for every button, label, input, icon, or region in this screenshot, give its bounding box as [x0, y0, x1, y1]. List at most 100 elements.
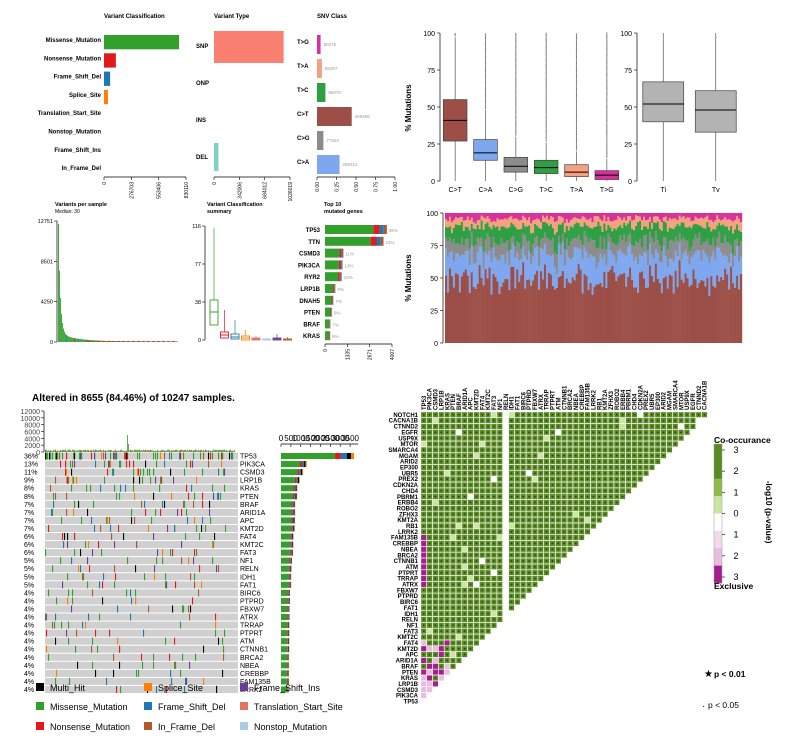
- stack-seg: [704, 228, 706, 242]
- oncoplot-cell: [170, 549, 171, 556]
- oncoplot-cell: [199, 533, 200, 540]
- interaction-star: [540, 420, 542, 422]
- vps-bar: [146, 341, 147, 342]
- oncoplot-gene-2: CSMD3: [240, 470, 265, 477]
- interaction-star: [511, 595, 513, 597]
- oncoplot-count-fsdel-23: [288, 638, 289, 644]
- interaction-star: [534, 443, 536, 445]
- stack-seg: [449, 238, 451, 253]
- stack-seg: [639, 254, 641, 272]
- interaction-star: [575, 502, 577, 504]
- stack-seg: [540, 239, 542, 248]
- oncoplot-cell: [144, 573, 145, 580]
- snvbox-outlier-1: [485, 104, 486, 105]
- snvbox-outlier-2: [515, 88, 516, 89]
- stack-seg: [495, 277, 497, 343]
- snvbox-outlier-3: [546, 93, 547, 94]
- stack-seg: [718, 213, 720, 219]
- snvbox-outlier-5: [606, 88, 607, 89]
- stack-seg: [702, 281, 704, 343]
- oncoplot-cell: [144, 501, 145, 508]
- stack-seg: [685, 241, 687, 251]
- oncoplot-cell: [119, 662, 120, 669]
- interaction-star: [557, 543, 559, 545]
- stack-seg: [558, 216, 560, 224]
- stack-seg: [657, 213, 659, 217]
- stack-seg: [530, 213, 532, 223]
- interaction-star: [511, 531, 513, 533]
- interaction-star: [423, 455, 425, 457]
- interaction-star: [517, 560, 519, 562]
- oncoplot-cell: [68, 622, 69, 629]
- interaction-star: [563, 431, 565, 433]
- snvbox-outlier-3: [546, 91, 547, 92]
- tmb-bar: [66, 451, 67, 452]
- tmb-bar: [218, 450, 219, 452]
- snv-bar-5: [317, 155, 340, 174]
- interaction-star: [546, 508, 548, 510]
- snvbox-outlier-1: [485, 69, 486, 70]
- interaction-star: [645, 426, 647, 428]
- stack-seg: [469, 213, 471, 220]
- stack-seg: [657, 221, 659, 240]
- stack-seg: [479, 229, 481, 239]
- interaction-star: [546, 472, 548, 474]
- snvbox-outlier-5: [606, 92, 607, 93]
- interaction-star: [440, 554, 442, 556]
- snvbox-outlier-4: [576, 107, 577, 108]
- tmb-bar: [127, 435, 128, 452]
- oncoplot-cell: [82, 573, 83, 580]
- snvbox-outlier-5: [606, 138, 607, 139]
- interaction-cell: [444, 640, 449, 645]
- interaction-star: [628, 484, 630, 486]
- stack-seg: [578, 213, 580, 219]
- interaction-star: [423, 496, 425, 498]
- oncoplot-count-missense-15: [281, 574, 289, 580]
- oncoplot-cell: [202, 517, 203, 524]
- stack-seg: [552, 286, 554, 343]
- snvbox-outlier-5: [606, 89, 607, 90]
- stack-seg: [496, 213, 498, 218]
- vps-bar: [101, 341, 102, 342]
- stack-seg: [706, 216, 708, 222]
- oncoplot-cell: [67, 477, 68, 484]
- interaction-star: [575, 537, 577, 539]
- stack-seg: [613, 228, 615, 244]
- vps-bar: [83, 339, 84, 342]
- stack-seg: [691, 228, 693, 247]
- interaction-star: [458, 642, 460, 644]
- interaction-star: [598, 467, 600, 469]
- interaction-star: [476, 490, 478, 492]
- stack-seg: [722, 280, 724, 343]
- stack-seg: [663, 213, 665, 217]
- stack-seg: [550, 216, 552, 224]
- interaction-star: [440, 636, 442, 638]
- interaction-star: [569, 508, 571, 510]
- interaction-star: [563, 496, 565, 498]
- oncoplot-pct-29: 4%: [24, 687, 34, 694]
- snvbox-outlier-3: [546, 62, 547, 63]
- stack-seg: [467, 217, 469, 227]
- tmb-bar: [75, 451, 76, 452]
- stack-seg: [738, 261, 740, 289]
- vps-bar: [116, 341, 117, 342]
- stack-seg: [582, 260, 584, 294]
- snvbox-xlabel-0: C>T: [448, 187, 462, 194]
- snvbox-outlier-5: [606, 119, 607, 120]
- interaction-star: [452, 496, 454, 498]
- interaction-star: [522, 420, 524, 422]
- interaction-star: [628, 443, 630, 445]
- stack-seg: [665, 256, 667, 276]
- interaction-star: [528, 554, 530, 556]
- interaction-star: [511, 513, 513, 515]
- interaction-star: [458, 420, 460, 422]
- stack-seg: [560, 276, 562, 343]
- oncoplot-gene-23: ATM: [240, 639, 254, 646]
- snvbox-outlier-4: [576, 136, 577, 137]
- oncoplot-cell: [224, 469, 225, 476]
- stack-seg: [564, 232, 566, 249]
- interaction-star: [435, 437, 437, 439]
- interaction-star: [435, 560, 437, 562]
- oncoplot-cell: [67, 533, 68, 540]
- stack-seg: [696, 250, 698, 287]
